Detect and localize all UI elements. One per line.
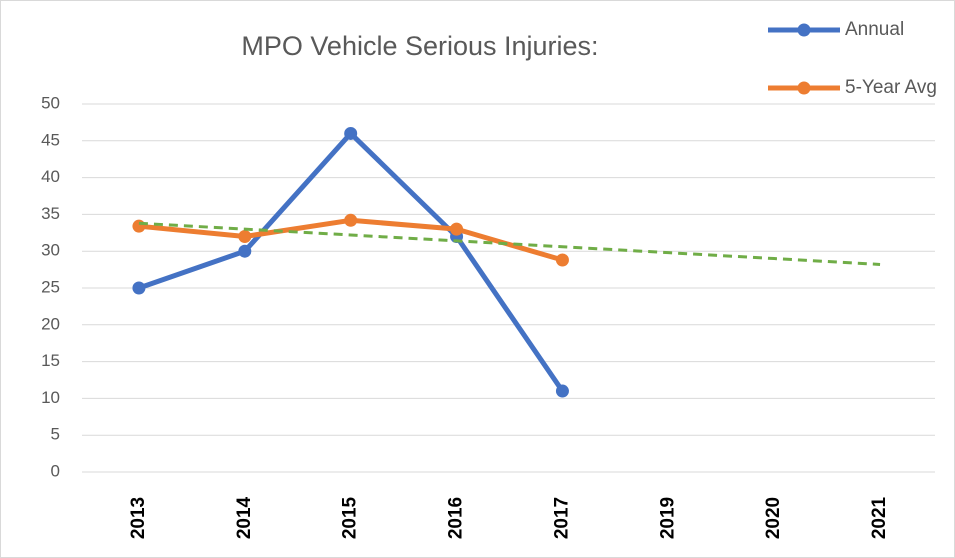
marker <box>450 222 464 236</box>
y-tick-label: 25 <box>41 277 60 296</box>
y-tick-label: 20 <box>41 314 60 333</box>
x-tick-label: 2019 <box>657 497 678 539</box>
marker <box>132 281 146 295</box>
y-tick-label: 45 <box>41 130 60 149</box>
x-tick-label: 2017 <box>551 497 572 539</box>
marker <box>555 253 569 267</box>
trend-line <box>138 221 881 266</box>
y-tick-label: 10 <box>41 388 60 407</box>
marker <box>555 384 569 398</box>
legend-label: Annual <box>845 19 904 40</box>
x-tick-label: 2016 <box>446 497 467 539</box>
marker <box>132 219 146 233</box>
x-tick-label: 2015 <box>340 496 361 539</box>
y-tick-label: 0 <box>51 461 60 480</box>
marker <box>344 126 358 140</box>
marker <box>344 213 358 227</box>
legend-marker <box>797 81 811 95</box>
legend-marker <box>797 23 811 37</box>
y-tick-label: 40 <box>41 167 60 186</box>
x-tick-label: 2014 <box>234 496 255 539</box>
y-tick-label: 15 <box>41 351 60 370</box>
chart-title: MPO Vehicle Serious Injuries: <box>241 31 598 61</box>
y-tick-label: 30 <box>41 241 60 260</box>
x-tick-label: 2020 <box>763 497 784 539</box>
x-tick-label: 2021 <box>869 496 890 539</box>
y-tick-label: 5 <box>51 425 60 444</box>
x-tick-label: 2013 <box>128 497 149 539</box>
y-tick-label: 50 <box>41 93 60 112</box>
legend-label: 5-Year Avg <box>845 77 937 98</box>
marker <box>238 244 252 258</box>
y-tick-label: 35 <box>41 204 60 223</box>
marker <box>238 229 252 243</box>
